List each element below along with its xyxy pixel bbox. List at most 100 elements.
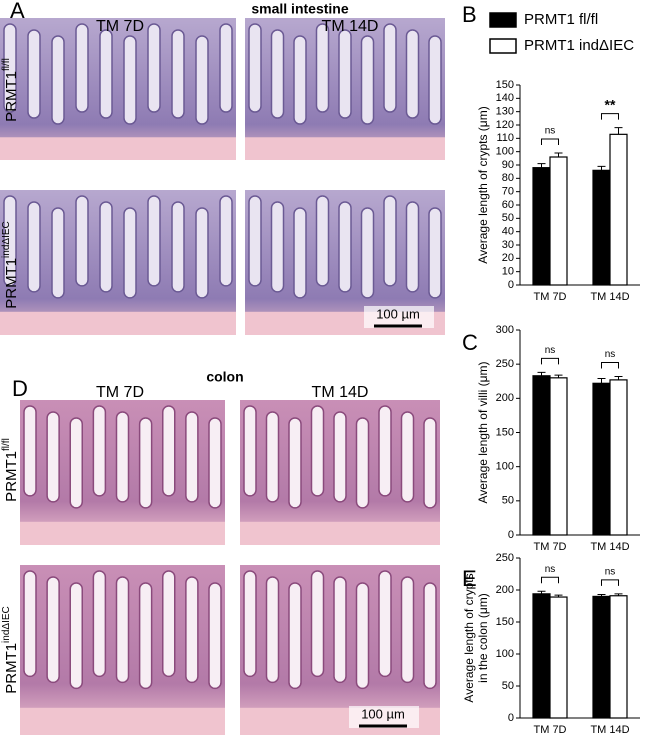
micrograph [20, 400, 225, 545]
error-bar [537, 590, 546, 594]
y-tick-label: 250 [496, 358, 514, 370]
villus [360, 207, 375, 299]
significance-bracket [601, 113, 619, 120]
villus [333, 411, 347, 503]
villus [27, 29, 41, 119]
significance-bracket [601, 361, 619, 369]
muscle-layer [245, 137, 445, 160]
villus [338, 201, 352, 293]
y-tick-label: 100 [496, 146, 514, 158]
y-tick-label: 150 [496, 79, 514, 91]
villus [69, 582, 83, 690]
villus [123, 35, 137, 125]
panel-label: A [10, 0, 25, 23]
y-tick-label: 0 [508, 712, 514, 724]
villus [3, 23, 17, 113]
row-label-sup: fl/fl [1, 438, 12, 451]
y-tick-label: 200 [496, 584, 514, 596]
micrograph [245, 190, 445, 335]
error-bar [614, 127, 623, 135]
row-label-sup: fl/fl [1, 58, 12, 71]
micrograph [0, 190, 236, 335]
y-tick-label: 150 [496, 616, 514, 628]
significance-bracket [601, 579, 619, 586]
villus [171, 29, 185, 119]
row-label-base: PRMT1 [3, 258, 20, 309]
y-tick-label: 50 [502, 495, 514, 507]
villus [378, 405, 392, 497]
villus [3, 195, 17, 287]
row-label-base: PRMT1 [3, 451, 20, 502]
row-label-base: PRMT1 [3, 643, 20, 694]
y-tick-label: 140 [496, 92, 514, 104]
villus [92, 405, 107, 497]
error-bar [597, 593, 606, 597]
section-title: small intestine [251, 1, 348, 17]
y-tick-label: 200 [496, 392, 514, 404]
column-label: TM 7D [96, 384, 144, 401]
significance-bracket [541, 576, 559, 584]
villus [315, 23, 330, 113]
villus [338, 29, 352, 119]
column-label: TM 14D [312, 384, 369, 401]
significance-bracket [541, 357, 559, 365]
y-tick-label: 110 [496, 132, 514, 144]
significance-label: ** [605, 96, 616, 112]
villus [195, 207, 209, 299]
row-label-base: PRMT1 [3, 71, 20, 122]
villus [400, 411, 415, 503]
row-label: PRMT1fl/fl [1, 438, 20, 502]
row-label: PRMT1fl/fl [1, 58, 20, 122]
villus [270, 29, 285, 119]
villus [27, 201, 41, 293]
y-tick-label: 50 [502, 212, 514, 224]
x-tick-label: TM 14D [590, 724, 629, 736]
villus [315, 195, 330, 287]
y-axis-label: in the colon (μm) [476, 593, 490, 683]
significance-label: ns [545, 564, 556, 575]
y-tick-label: 100 [496, 461, 514, 473]
villus [265, 411, 280, 503]
x-tick-label: TM 14D [590, 541, 629, 553]
x-tick-label: TM 14D [590, 291, 629, 303]
bar [532, 167, 551, 286]
bar [592, 169, 611, 286]
villus [423, 417, 437, 509]
error-bar [554, 374, 563, 378]
villus [219, 195, 233, 287]
error-bar [614, 593, 623, 596]
row-label-sup: indΔIEC [1, 606, 12, 643]
villus [147, 23, 161, 113]
villus [310, 405, 325, 497]
bar [549, 596, 568, 719]
villus [400, 576, 415, 684]
scale-bar-bg [349, 706, 419, 728]
villus [288, 417, 302, 509]
significance-label: ns [545, 345, 556, 356]
villus [378, 570, 392, 678]
villus [248, 195, 262, 287]
error-bar [597, 165, 606, 171]
row-label-sup: indΔIEC [1, 221, 12, 258]
villus [23, 570, 37, 678]
villus [123, 207, 137, 299]
error-bar [537, 163, 546, 168]
villus [162, 405, 176, 497]
x-tick-label: TM 7D [534, 291, 567, 303]
micrograph [245, 18, 445, 160]
villus [428, 35, 442, 125]
villus [162, 570, 176, 678]
villus [99, 29, 113, 119]
y-tick-label: 90 [502, 159, 514, 171]
villus [405, 201, 420, 293]
villus [75, 195, 89, 287]
muscle-layer [0, 311, 236, 335]
villus [333, 576, 347, 684]
scale-bar-label: 100 µm [376, 306, 420, 321]
error-bar [597, 378, 606, 384]
error-bar [554, 594, 563, 598]
scale-bar-label: 100 µm [361, 706, 405, 721]
legend-label: PRMT1 indΔIEC [524, 37, 634, 54]
significance-label: ns [605, 349, 616, 360]
